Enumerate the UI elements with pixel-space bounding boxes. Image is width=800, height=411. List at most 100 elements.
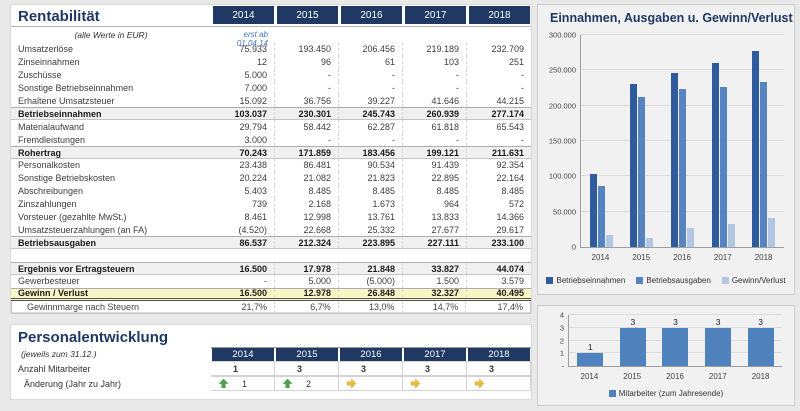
value-cell: -: [521, 70, 524, 81]
personal-table: Anzahl Mitarbeiter 1 3 3 3 3 Änderung (Jahr zu…: [11, 361, 531, 391]
legend-item: Gewinn/Verlust: [721, 276, 786, 285]
value-cell: 14.366: [496, 212, 524, 223]
bar-wrap: [678, 35, 686, 247]
bar-wrap: [638, 35, 646, 247]
bar-group: 3: [654, 315, 697, 366]
currency-note: (alle Werte in EUR): [74, 30, 148, 40]
gridline: [569, 326, 782, 328]
row-label: Änderung (Jahr zu Jahr): [24, 378, 122, 389]
data-label: 3: [715, 316, 721, 327]
bar-wrap: [711, 35, 719, 247]
table-row: Zinseinnahmen 12 96 61 103 251: [11, 55, 531, 69]
y-axis-tick-label: -: [561, 361, 565, 371]
employees-chart: - 1 2 3 4 1 3 3 3 3 2014 2015 2016 2017 2018 Mitarbeite…: [537, 305, 795, 406]
bar-group: [622, 35, 663, 247]
row-label: Zuschüsse: [18, 70, 62, 81]
legend-swatch-icon: [721, 277, 729, 284]
change-cell: 2: [275, 376, 339, 391]
value-cell: -: [339, 133, 403, 147]
legend-swatch-icon: [546, 277, 554, 284]
table-row: Anzahl Mitarbeiter 1 3 3 3 3: [11, 361, 531, 376]
value-cell: 16.500: [211, 263, 275, 275]
change-cell: [339, 376, 403, 391]
row-label: [11, 249, 211, 262]
value-cell: 219.189: [403, 43, 467, 56]
rentabilitaet-subtitle-row: (alle Werte in EUR) erst ab 01.04.14: [11, 27, 531, 48]
bar: [705, 327, 732, 366]
gridline: [569, 314, 782, 315]
y-axis-tick-label: 150.000: [548, 136, 576, 146]
value-cell: 233.100: [491, 237, 524, 248]
as-of-date-note: (jeweils zum 31.12.): [21, 349, 97, 359]
x-axis-tick-label: 2014: [580, 372, 599, 381]
value-cell: 13.833: [403, 210, 467, 224]
change-value: 1: [242, 378, 248, 389]
table-row: Materialaufwand 29.794 58.442 62.287 61.818 6…: [11, 120, 531, 134]
value-cell: 23.438: [211, 159, 275, 172]
x-axis-tick-label: 2015: [623, 372, 642, 381]
bar: [605, 235, 613, 247]
bar-groups: [581, 35, 784, 247]
x-axis-tick-label: 2016: [666, 372, 684, 381]
bar-group: 3: [739, 315, 782, 366]
row-label: Anzahl Mitarbeiter: [18, 363, 91, 374]
right-arrow-icon: [411, 379, 420, 388]
data-label: 3: [758, 316, 764, 327]
value-cell: -: [403, 133, 467, 147]
value-cell: 32.327: [403, 288, 467, 298]
bar: [646, 237, 654, 247]
year-header-cell: 2018: [469, 6, 530, 24]
bar: [719, 86, 727, 247]
row-label: Umsatzsteuerzahlungen (an FA): [18, 224, 148, 235]
bar: [747, 327, 774, 366]
row-label: Rohertrag: [18, 147, 62, 158]
y-axis-tick-label: 250.000: [548, 65, 576, 75]
personal-header: (jeweils zum 31.12.) 2014 2015 2016 2017 201…: [11, 347, 531, 361]
table-row: Fremdleistungen 3.000- - - -: [11, 133, 531, 147]
x-axis-tick-label: 2018: [754, 253, 773, 262]
bar-group: [703, 35, 744, 247]
bar: [727, 224, 735, 247]
legend-label: Gewinn/Verlust: [731, 276, 786, 285]
year-header-cell: 2015: [276, 348, 338, 361]
bar-wrap: [630, 35, 638, 247]
value-cell: 1.673: [339, 197, 403, 211]
bar: [711, 62, 719, 247]
value-cell: 29.794: [211, 120, 275, 134]
value-cell: 3.000: [211, 133, 275, 147]
value-cell: 13.761: [339, 210, 403, 224]
bar-wrap: 3: [747, 315, 774, 366]
row-label: Gewerbesteuer: [18, 276, 80, 287]
year-header-cell: 2016: [341, 6, 402, 24]
bar-wrap: [670, 35, 678, 247]
legend-label: Mitarbeiter (zum Jahresende): [618, 389, 724, 398]
value-cell: 3.579: [501, 276, 524, 287]
x-axis-tick-label: 2016: [673, 253, 691, 262]
bar-wrap: [646, 35, 654, 247]
data-label: 3: [673, 316, 678, 327]
bar-wrap: [719, 35, 727, 247]
value-cell: 92.354: [496, 160, 524, 171]
value-cell: 193.450: [275, 43, 339, 56]
y-axis-tick-label: 100.000: [548, 171, 576, 181]
value-cell: 8.485: [501, 186, 524, 197]
value-cell: (4.520): [211, 223, 275, 237]
bar-wrap: [589, 35, 597, 247]
x-axis-tick-label: 2017: [713, 253, 732, 262]
table-row: Ergebnis vor Ertragsteuern 16.500 17.978 21…: [11, 262, 531, 276]
value-cell: -: [403, 81, 467, 95]
bar: [619, 327, 646, 366]
bar-group: [662, 35, 703, 247]
x-axis-labels: 2014 2015 2016 2017 2018: [568, 372, 782, 381]
value-cell: 61.818: [403, 120, 467, 134]
table-row: Personalkosten 23.438 86.481 90.534 91.439 92…: [11, 159, 531, 172]
value-cell: 22.164: [496, 173, 524, 184]
value-cell: -: [339, 68, 403, 82]
value-cell: 61: [339, 55, 403, 69]
row-label: Gewinnmarge nach Steuern: [27, 301, 140, 312]
row-label: Materialaufwand: [18, 121, 85, 132]
value-cell: 7.000: [211, 81, 275, 95]
row-label: Gewinn / Verlust: [18, 288, 89, 299]
value-cell: 40.495: [496, 288, 524, 299]
